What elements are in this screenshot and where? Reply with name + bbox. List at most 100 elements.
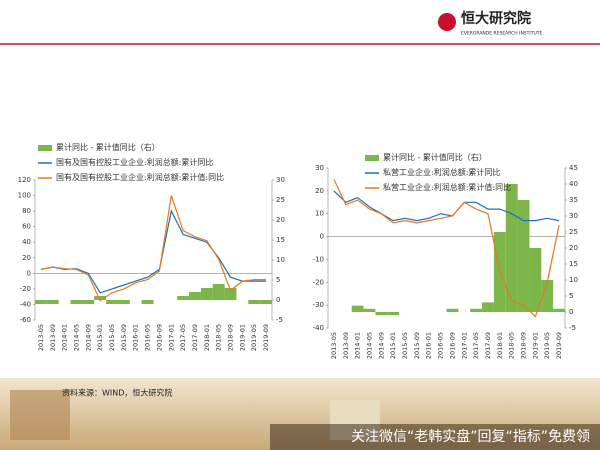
x-tick-label: 2018-05: [508, 332, 516, 359]
y2-tick-label: 25: [276, 196, 285, 204]
logo-icon: [438, 13, 456, 31]
x-tick-label: 2018-09: [227, 324, 235, 351]
area-bar: [141, 300, 154, 304]
x-tick-label: 2019-09: [555, 332, 563, 359]
x-tick-label: 2016-05: [144, 324, 152, 351]
area-bar: [529, 248, 542, 312]
y-tick-label: 100: [18, 192, 31, 200]
area-bar: [189, 292, 201, 300]
x-tick-label: 2015-09: [120, 324, 128, 351]
x-tick-label: 2016-09: [155, 324, 163, 351]
y2-tick-label: 20: [276, 216, 285, 224]
legend-label: 私营工业企业:利润总额:累计值:同比: [383, 182, 511, 192]
y2-tick-label: -5: [569, 324, 576, 332]
watermark: 关注微信“老韩实盘”回复“指标”免费领: [351, 428, 590, 445]
x-tick-label: 2015-05: [108, 324, 116, 351]
y-tick-label: -40: [20, 300, 31, 308]
y-tick-label: -30: [313, 301, 324, 309]
y-tick-label: 40: [22, 238, 31, 246]
y2-tick-label: 5: [569, 292, 573, 300]
legend-label: 国有及国有控股工业企业:利润总额:累计值:同比: [56, 172, 224, 182]
area-bar: [541, 280, 554, 312]
building: [10, 390, 70, 440]
x-tick-label: 2014-01: [354, 332, 362, 359]
x-tick-label: 2018-09: [520, 332, 528, 359]
y2-tick-label: 45: [569, 164, 578, 172]
x-tick-label: 2019-09: [262, 324, 270, 351]
area-bar: [70, 300, 83, 304]
y-tick-label: -20: [313, 278, 324, 286]
line-series: [333, 179, 560, 318]
y-tick-label: 10: [315, 210, 324, 218]
source: 资料来源：WIND，恒大研究院: [62, 388, 172, 398]
x-tick-label: 2016-01: [425, 332, 433, 359]
y2-tick-label: 10: [276, 256, 285, 264]
x-tick-label: 2017-01: [460, 332, 468, 359]
y2-tick-label: 15: [569, 260, 578, 268]
x-tick-label: 2016-05: [437, 332, 445, 359]
area-bar: [117, 300, 130, 304]
area-bar: [82, 300, 95, 304]
x-tick-label: 2014-01: [61, 324, 69, 351]
x-tick-label: 2014-05: [72, 324, 80, 351]
x-tick-label: 2018-01: [496, 332, 504, 359]
y-tick-label: 0: [320, 233, 324, 241]
x-tick-label: 2018-05: [215, 324, 223, 351]
legend-label: 私营工业企业:利润总额:累计同比: [383, 167, 500, 177]
legend-swatch: [365, 155, 379, 161]
area-bar: [94, 296, 107, 300]
y2-tick-label: 30: [569, 212, 578, 220]
area-bar: [212, 284, 225, 300]
y2-tick-label: 20: [569, 244, 578, 252]
area-bar: [35, 300, 47, 304]
y2-tick-label: 15: [276, 236, 285, 244]
x-tick-label: 2019-01: [531, 332, 539, 359]
area-bar: [482, 302, 494, 312]
y-tick-label: -40: [313, 324, 324, 332]
area-bar: [505, 184, 518, 312]
x-tick-label: 2017-05: [472, 332, 480, 359]
logo-text: 恒大研究院: [461, 10, 531, 27]
x-tick-label: 2013-09: [342, 332, 350, 359]
legend-label: 累计同比 - 累计值同比（右）: [56, 142, 160, 152]
x-tick-label: 2017-09: [484, 332, 492, 359]
x-tick-label: 2014-09: [84, 324, 92, 351]
x-tick-label: 2013-09: [49, 324, 57, 351]
x-tick-label: 2019-05: [250, 324, 258, 351]
line-series: [40, 195, 267, 302]
area-bar: [177, 296, 190, 300]
y-tick-label: -60: [20, 316, 31, 324]
x-tick-label: 2019-01: [238, 324, 246, 351]
x-tick-label: 2013-05: [330, 332, 338, 359]
legend-swatch: [38, 145, 52, 151]
y-tick-label: -10: [313, 255, 324, 263]
y2-tick-label: 10: [569, 276, 578, 284]
x-tick-label: 2016-09: [448, 332, 456, 359]
x-tick-label: 2017-01: [167, 324, 175, 351]
y2-tick-label: -5: [276, 316, 283, 324]
area-bar: [46, 300, 59, 304]
area-bar: [553, 308, 565, 312]
x-tick-label: 2019-05: [543, 332, 551, 359]
y-tick-label: 0: [27, 269, 31, 277]
y2-tick-label: 0: [569, 308, 573, 316]
x-tick-label: 2015-05: [401, 332, 409, 359]
x-tick-label: 2017-05: [179, 324, 187, 351]
area-bar: [106, 300, 118, 304]
x-tick-label: 2015-09: [413, 332, 421, 359]
area-bar: [375, 312, 388, 316]
x-tick-label: 2017-09: [191, 324, 199, 351]
logo-en: EVERGRANDE RESEARCH INSTITUTE: [461, 31, 543, 37]
legend-label: 国有及国有控股工业企业:利润总额:累计同比: [56, 157, 213, 167]
y-tick-label: 30: [315, 164, 324, 172]
area-bar: [470, 308, 483, 312]
y-tick-label: 20: [22, 254, 31, 262]
x-tick-label: 2013-05: [37, 324, 45, 351]
area-bar: [363, 308, 376, 312]
x-tick-label: 2014-09: [377, 332, 385, 359]
line-series: [40, 209, 267, 294]
x-tick-label: 2016-01: [132, 324, 140, 351]
area-bar: [200, 288, 213, 300]
